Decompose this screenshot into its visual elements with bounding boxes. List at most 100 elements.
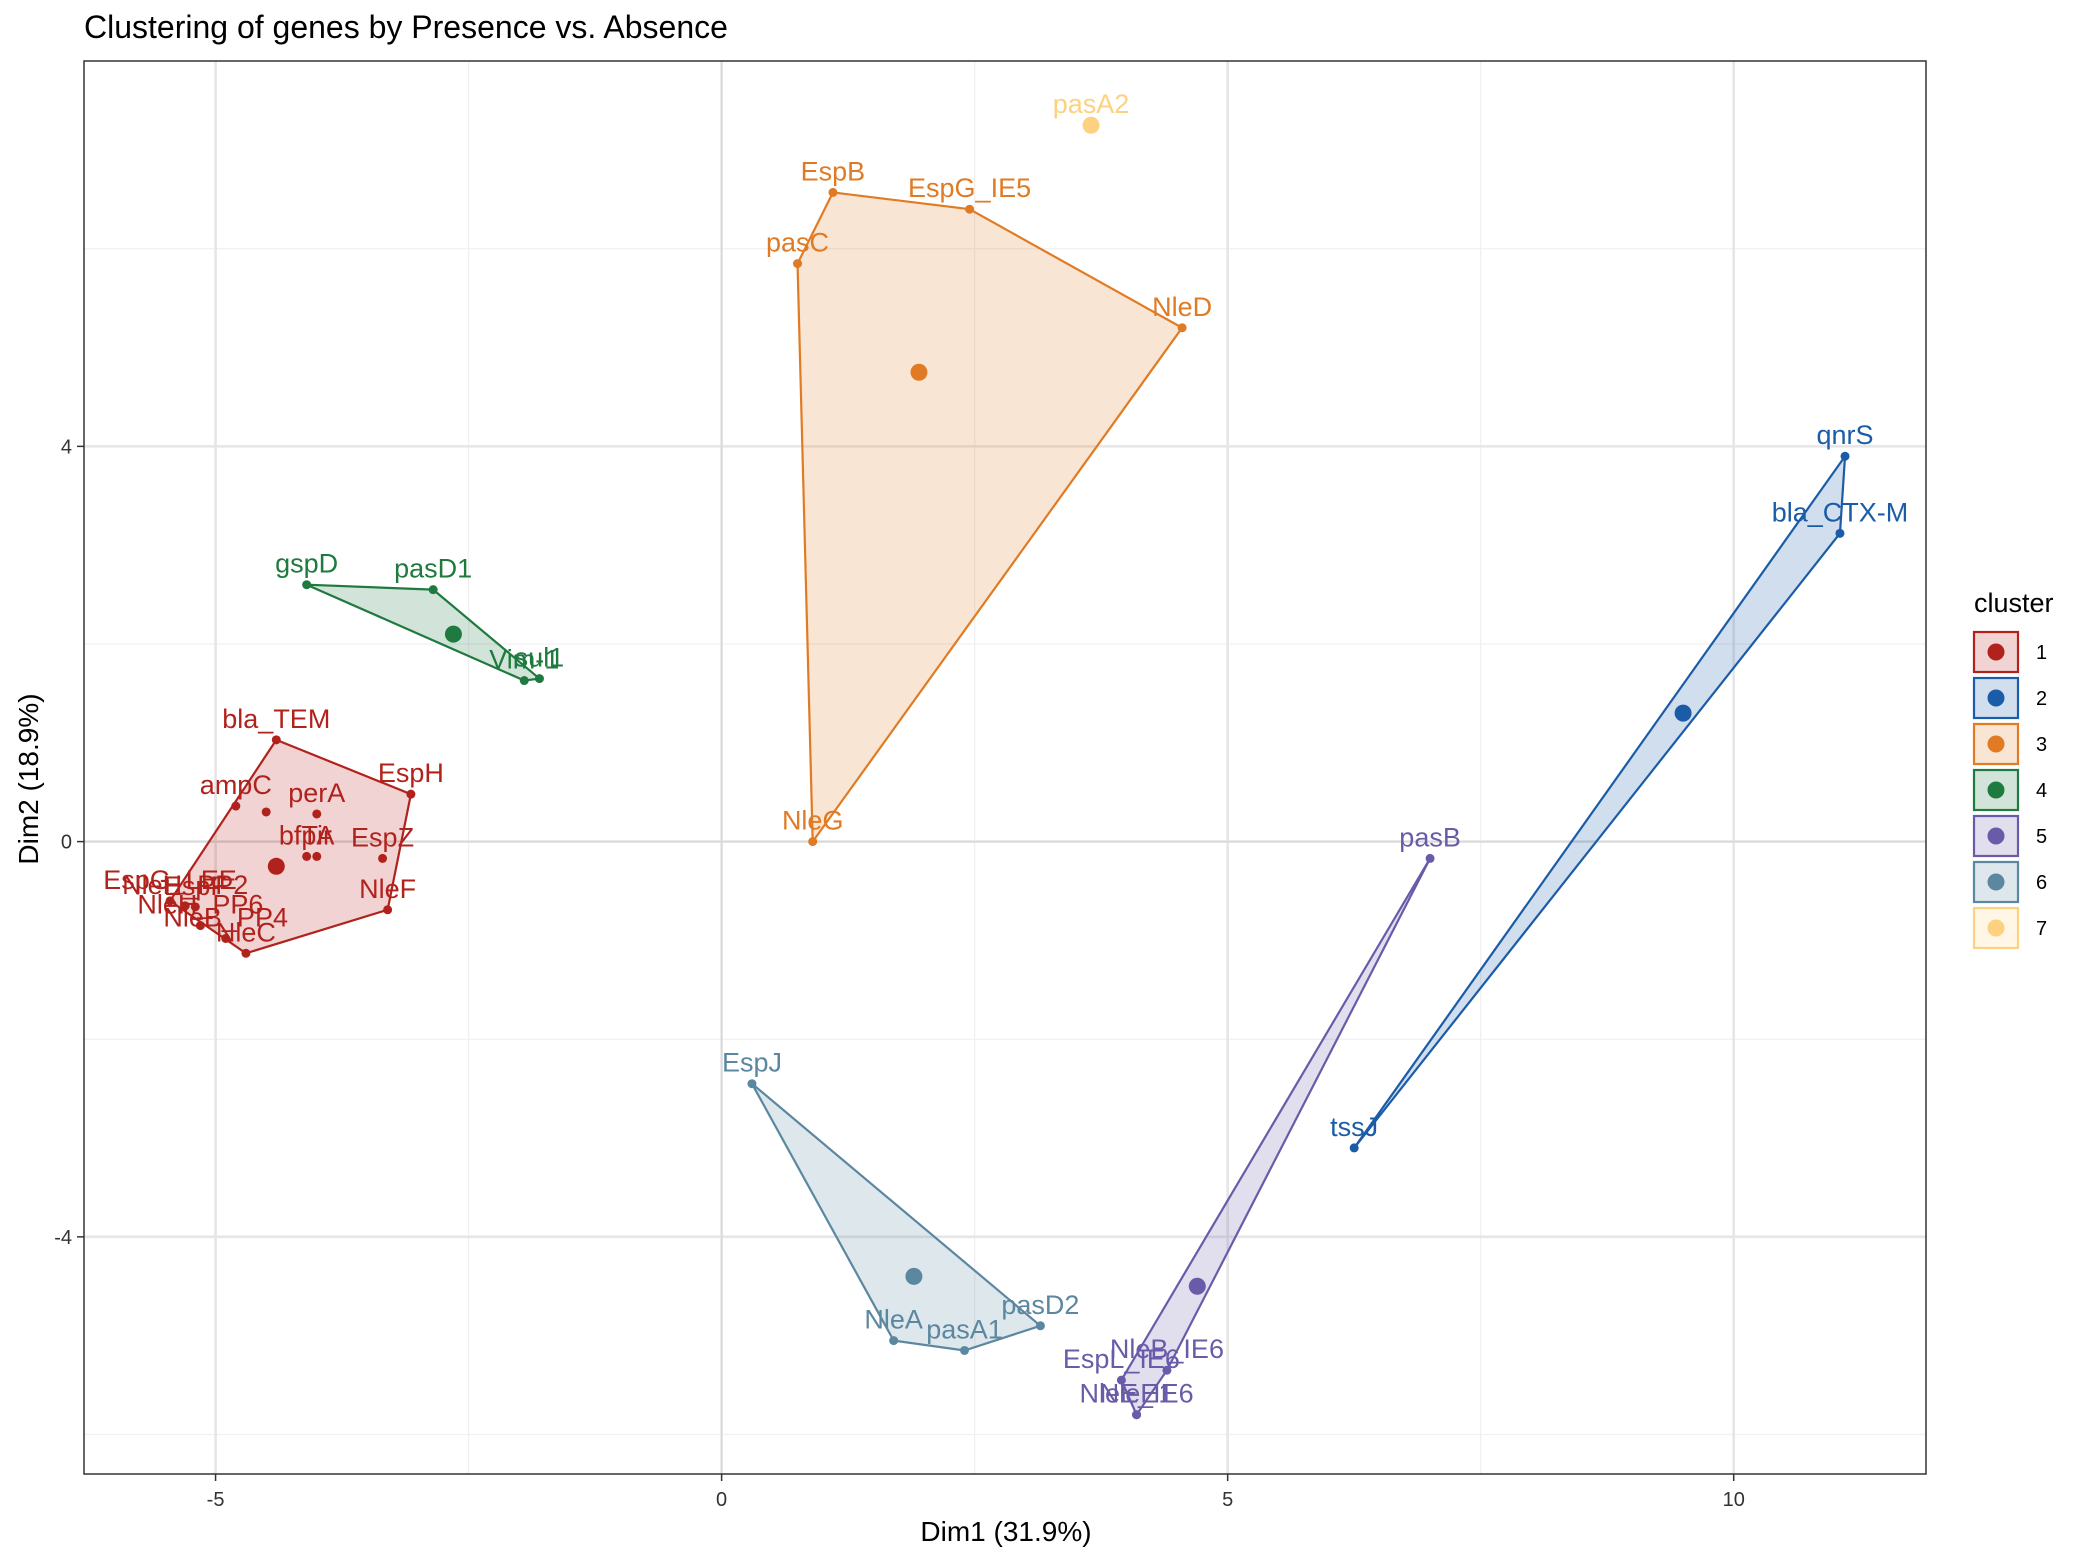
point-label: pasB: [1399, 822, 1461, 852]
chart-title: Clustering of genes by Presence vs. Abse…: [84, 9, 728, 45]
point-label: EspG_LEE: [103, 865, 237, 895]
cluster-1-point: [165, 896, 175, 906]
cluster-5-point: [1425, 853, 1435, 863]
point-label: bla_TEM: [222, 704, 330, 734]
cluster-3-point: [1177, 323, 1187, 333]
cluster-4-point: [302, 580, 312, 590]
point-label: EspZ: [351, 822, 414, 852]
cluster-4-point: [428, 585, 438, 595]
point-label: bla_CTX-M: [1772, 497, 1909, 527]
point-label: pasA1: [926, 1314, 1003, 1344]
point-label: EspG_IE5: [908, 173, 1031, 203]
legend-label-6: 6: [2036, 872, 2047, 894]
legend-label-5: 5: [2036, 826, 2047, 848]
point-label: NleH_PP6: [137, 890, 263, 920]
point-label: NleH_PP2: [122, 870, 248, 900]
cluster-2-point: [1840, 451, 1850, 461]
x-tick-label: 5: [1222, 1489, 1233, 1511]
cluster-4-point: [534, 674, 544, 684]
legend-label-1: 1: [2036, 642, 2047, 664]
point-label: sul1: [515, 643, 565, 673]
legend-swatch-1: [1987, 643, 2005, 661]
point-label: NleB_PP4: [163, 902, 288, 932]
legend-swatch-2: [1987, 689, 2005, 707]
cluster-1-point: [190, 902, 200, 912]
legend-label-7: 7: [2036, 918, 2047, 940]
cluster-1-point: [261, 807, 271, 817]
cluster-1-point: [383, 905, 393, 915]
point-label: NleF: [359, 874, 416, 904]
legend-label-3: 3: [2036, 734, 2047, 756]
y-axis-title: Dim2 (18.9%): [13, 693, 44, 864]
point-label: NleE_IE6: [1080, 1379, 1194, 1409]
point-label: Vim-1: [489, 645, 559, 675]
x-tick-label: 10: [1723, 1489, 1745, 1511]
cluster-2-hull: [1353, 452, 1847, 1149]
point-label: Tir: [302, 820, 332, 850]
point-label: NleA: [864, 1305, 923, 1335]
cluster-7-centroid: [1082, 116, 1100, 134]
cluster-6-point: [960, 1345, 970, 1355]
cluster-6-centroid: [905, 1267, 923, 1285]
point-label: NleG: [782, 806, 844, 836]
cluster-3-centroid: [910, 363, 928, 381]
cluster-1-point: [406, 789, 416, 799]
cluster-5-point: [1132, 1410, 1142, 1420]
point-label: NleC: [216, 917, 276, 947]
cluster-2-centroid: [1674, 704, 1692, 722]
axis-layer: -5 0 5 10 -4 0 4: [54, 60, 1927, 1511]
point-layer: [165, 116, 1850, 1420]
legend-label-4: 4: [2036, 780, 2047, 802]
point-label: perA: [288, 778, 345, 808]
point-label: EspL_IE6: [1063, 1344, 1180, 1374]
cluster-1-point: [195, 921, 205, 931]
legend-title: cluster: [1974, 588, 2054, 618]
cluster-1-centroid: [267, 857, 285, 875]
cluster-1-point: [378, 853, 388, 863]
legend-swatch-4: [1987, 781, 2005, 799]
point-label: gspD: [275, 549, 338, 579]
cluster-5-centroid: [1188, 1277, 1206, 1295]
point-label: EspH: [378, 758, 444, 788]
y-tick-label: 4: [61, 436, 72, 458]
cluster-6-point: [747, 1079, 757, 1089]
point-label: bfpA: [279, 820, 335, 850]
legend-label-2: 2: [2036, 688, 2047, 710]
cluster-3-point: [793, 259, 803, 269]
cluster-1-point: [180, 901, 190, 911]
cluster-2-point: [1835, 528, 1845, 538]
y-tick-label: 0: [61, 832, 72, 854]
x-axis-title: Dim1 (31.9%): [920, 1516, 1091, 1547]
legend-swatch-3: [1987, 735, 2005, 753]
point-label: EspJ: [722, 1048, 782, 1078]
point-label: EspB: [801, 156, 866, 186]
cluster-4-centroid: [444, 625, 462, 643]
cluster-5-point: [1116, 1375, 1126, 1385]
grid-layer: [84, 61, 1926, 1474]
cluster-3-hull: [796, 191, 1184, 845]
point-label: ampC: [200, 770, 272, 800]
point-label: EspF: [164, 871, 227, 901]
panel-border: [83, 60, 1927, 1475]
cluster-1-point: [231, 801, 241, 811]
legend-swatch-6: [1987, 873, 2005, 891]
cluster-6-point: [1035, 1321, 1045, 1331]
hull-layer: [168, 191, 1847, 1417]
legend-swatch-5: [1987, 827, 2005, 845]
point-label: qnrS: [1817, 420, 1874, 450]
point-label: NleD: [1152, 292, 1212, 322]
point-label: pasD2: [1001, 1290, 1079, 1320]
cluster-1-point: [312, 809, 322, 819]
x-tick-label: -5: [207, 1489, 225, 1511]
point-label: NleE1: [1100, 1379, 1174, 1409]
cluster-6-point: [889, 1336, 899, 1346]
cluster-2-point: [1349, 1143, 1359, 1153]
cluster-3-point: [965, 204, 975, 214]
point-label: tssJ: [1330, 1112, 1378, 1142]
cluster-5-point: [1162, 1365, 1172, 1375]
cluster-1-point: [312, 851, 322, 861]
cluster-4-point: [519, 676, 529, 686]
